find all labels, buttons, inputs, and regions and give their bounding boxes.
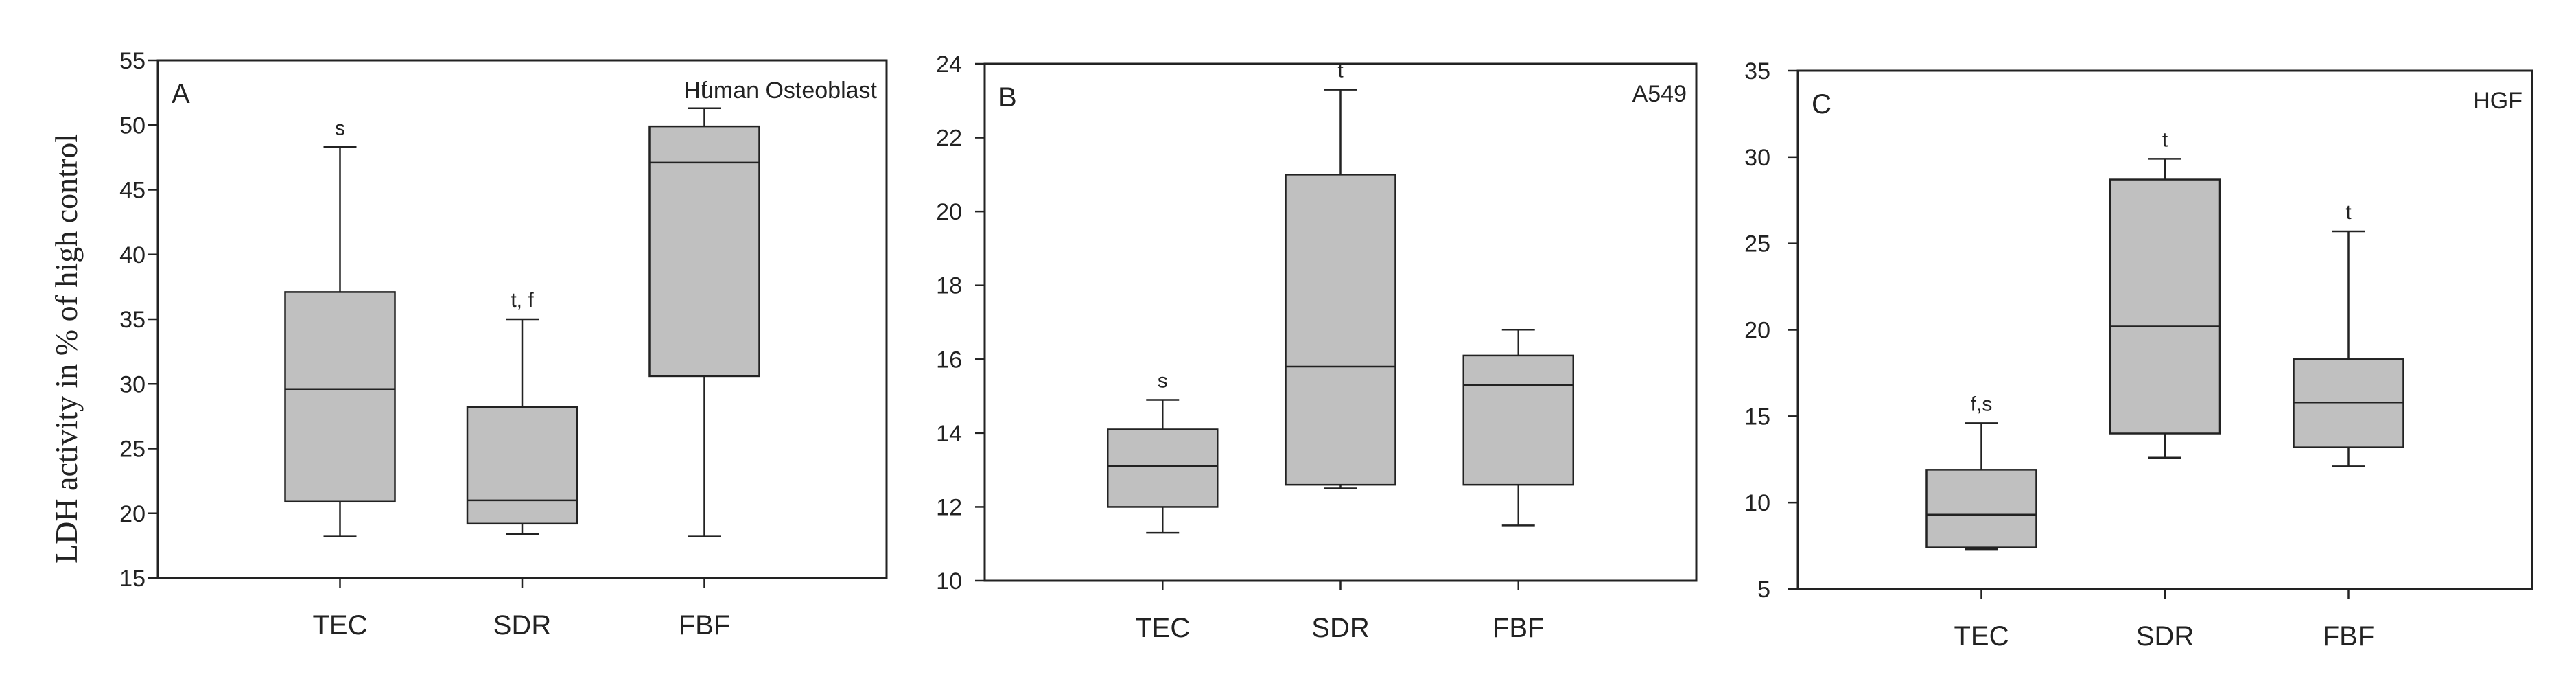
box-iqr	[2109, 178, 2221, 435]
x-category-label: FBF	[2323, 621, 2375, 651]
panel-title: HGF	[2473, 88, 2522, 114]
y-tick-label: 15	[1744, 404, 1770, 430]
box-iqr	[648, 125, 760, 378]
box-iqr	[284, 291, 396, 503]
panel-c: 5 10 15 20 25 30 35 TEC SDR FBF C HGF f,s t t	[1744, 58, 2533, 651]
y-tick-label: 35	[119, 307, 145, 333]
y-tick-label: 25	[1744, 231, 1770, 257]
y-tick-label: 30	[119, 371, 145, 397]
significance-label: t	[2345, 201, 2352, 224]
y-tick-label: 5	[1757, 577, 1770, 603]
panel-a: 15 20 25 30 35 40 45 50 55 TEC SDR FBF A Human Osteob…	[119, 48, 888, 640]
box-iqr	[1107, 428, 1219, 508]
significance-label: t	[2162, 128, 2168, 151]
significance-label: f	[701, 78, 707, 101]
y-tick-label: 50	[119, 113, 145, 139]
box-iqr	[1462, 354, 1574, 486]
box-iqr	[1285, 174, 1396, 486]
x-category-label: SDR	[2136, 621, 2194, 651]
x-category-label: FBF	[679, 610, 731, 640]
y-tick-label: 12	[936, 494, 962, 520]
box-iqr	[2293, 358, 2404, 448]
y-tick-label: 14	[936, 421, 962, 447]
y-tick-label: 20	[1744, 318, 1770, 344]
y-tick-label: 10	[936, 568, 962, 594]
y-tick-label: 30	[1744, 145, 1770, 171]
x-category-label: SDR	[1311, 613, 1369, 643]
y-tick-label: 22	[936, 126, 962, 152]
y-tick-label: 45	[119, 178, 145, 204]
significance-label: t	[1337, 60, 1344, 82]
x-category-label: TEC	[313, 610, 368, 640]
y-tick-label: 40	[119, 242, 145, 268]
y-tick-label: 25	[119, 437, 145, 463]
y-tick-label: 18	[936, 273, 962, 299]
y-tick-label: 20	[936, 199, 962, 225]
panel-letter: C	[1812, 89, 1831, 119]
significance-label: s	[1158, 369, 1168, 392]
panel-letter: B	[998, 82, 1017, 113]
x-category-label: TEC	[1954, 621, 2009, 651]
box-iqr	[466, 406, 578, 525]
y-tick-label: 24	[936, 51, 962, 78]
significance-label: f,s	[1971, 393, 1993, 415]
x-category-label: FBF	[1492, 613, 1545, 643]
y-axis-label: LDH activity in % of high control	[49, 134, 84, 564]
y-tick-label: 10	[1744, 490, 1770, 516]
y-tick-label: 15	[119, 566, 145, 592]
y-tick-label: 55	[119, 48, 145, 74]
panel-b: 10 12 14 16 18 20 22 24 TEC SDR FBF B A549 s t	[936, 51, 1698, 643]
x-category-label: TEC	[1135, 613, 1190, 643]
box-iqr	[1925, 469, 2037, 548]
significance-label: t, f	[511, 289, 534, 312]
y-tick-label: 16	[936, 347, 962, 373]
panel-title: Human Osteoblast	[683, 78, 877, 104]
y-tick-label: 20	[119, 501, 145, 527]
significance-label: s	[335, 117, 345, 139]
y-tick-label: 35	[1744, 58, 1770, 84]
x-category-label: SDR	[493, 610, 551, 640]
panel-title: A549	[1632, 81, 1687, 107]
panel-letter: A	[172, 79, 190, 109]
